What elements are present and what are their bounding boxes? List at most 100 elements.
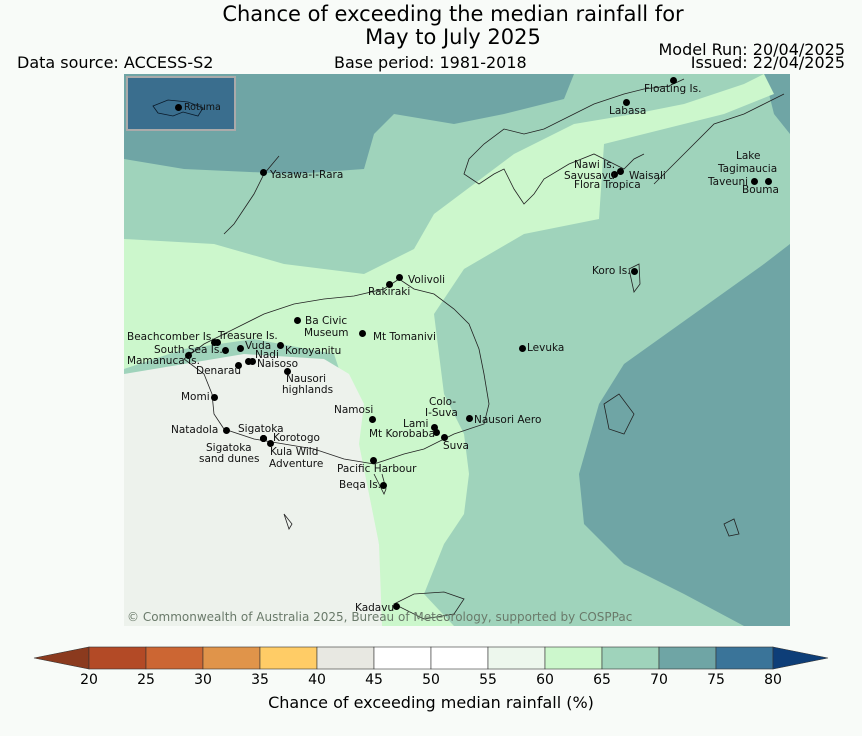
place-marker xyxy=(623,99,630,106)
colorbar-tick-label: 30 xyxy=(194,672,212,688)
place-label: Floating Is. xyxy=(644,83,702,95)
place-label: Yasawa-I-Rara xyxy=(270,169,344,181)
colorbar-high-extend xyxy=(772,646,829,670)
place-label: Ba Civic xyxy=(305,315,348,327)
place-marker xyxy=(237,345,244,352)
place-marker xyxy=(222,347,229,354)
place-marker xyxy=(751,178,758,185)
place-label: Nausori xyxy=(286,373,327,385)
place-label: Sigatoka xyxy=(206,442,252,454)
colorbar-tick-label: 70 xyxy=(650,672,668,688)
place-label: Savusavu xyxy=(564,170,615,182)
place-marker xyxy=(393,603,400,610)
colorbar-segment xyxy=(544,646,603,670)
place-label: Momi xyxy=(181,391,210,403)
place-label: Nausori Aero xyxy=(474,414,542,426)
place-label: Treasure Is. xyxy=(218,330,278,342)
place-label: Volivoli xyxy=(408,274,446,286)
copyright-notice: © Commonwealth of Australia 2025, Bureau… xyxy=(127,610,633,624)
colorbar-tick-label: 45 xyxy=(365,672,383,688)
place-label: I-Suva xyxy=(425,407,458,419)
place-marker xyxy=(431,424,438,431)
place-label: sand dunes xyxy=(199,453,260,465)
place-marker xyxy=(611,171,618,178)
place-marker xyxy=(386,281,393,288)
rainfall-map: Rotuma Floating Is. Labasa Yasawa-I-Rara Na… xyxy=(124,74,790,626)
map-title-line2: May to July 2025 xyxy=(365,25,541,49)
place-marker xyxy=(519,345,526,352)
place-label: Koro Is. xyxy=(592,265,631,277)
place-label: Beachcomber Is. xyxy=(127,331,215,343)
rotuma-island-icon xyxy=(152,99,204,117)
place-label: Lake xyxy=(736,150,761,162)
colorbar-segment xyxy=(487,646,546,670)
colorbar-segment xyxy=(715,646,774,670)
place-marker xyxy=(214,339,221,346)
place-label: Waisali xyxy=(629,170,666,182)
colorbar-label: Chance of exceeding median rainfall (%) xyxy=(268,693,594,712)
place-marker xyxy=(359,330,366,337)
place-label: Namosi xyxy=(334,404,374,416)
place-marker xyxy=(617,168,624,175)
place-marker xyxy=(260,169,267,176)
place-marker xyxy=(223,427,230,434)
place-label: Naisoso xyxy=(257,358,298,370)
colorbar-tick-label: 80 xyxy=(764,672,782,688)
place-label: Bouma xyxy=(742,184,779,196)
place-label: Kula Wild xyxy=(270,446,319,458)
place-label: Mt Tomanivi xyxy=(373,331,436,343)
colorbar-tick-label: 60 xyxy=(536,672,554,688)
map-title-line1: Chance of exceeding the median rainfall … xyxy=(222,2,684,26)
place-marker xyxy=(284,368,291,375)
place-label: Colo- xyxy=(429,396,457,408)
place-marker xyxy=(245,358,252,365)
colorbar-segment xyxy=(601,646,660,670)
colorbar-tick-label: 65 xyxy=(593,672,611,688)
place-marker xyxy=(277,342,284,349)
place-marker xyxy=(631,268,638,275)
place-label: Tagimaucia xyxy=(718,163,778,175)
place-label: Mamanuca Is. xyxy=(127,355,200,367)
issued-date: Issued: 22/04/2025 xyxy=(690,53,845,72)
place-label: Taveuni xyxy=(708,176,749,188)
place-label: Nawi Is. xyxy=(574,159,616,171)
colorbar-tick-label: 40 xyxy=(308,672,326,688)
colorbar-segment xyxy=(373,646,432,670)
place-marker xyxy=(370,457,377,464)
place-label: Nadi xyxy=(255,349,279,361)
colorbar-low-extend xyxy=(33,646,90,670)
place-label: Koroyanitu xyxy=(285,345,342,357)
model-run: Model Run: 20/04/2025 xyxy=(658,40,846,59)
place-label: Adventure xyxy=(269,458,324,470)
place-marker xyxy=(260,435,267,442)
place-marker xyxy=(670,77,677,84)
colorbar-segment xyxy=(658,646,717,670)
colorbar-tick-label: 55 xyxy=(479,672,497,688)
base-period: Base period: 1981-2018 xyxy=(334,53,527,72)
place-label: South Sea Is. xyxy=(154,344,223,356)
place-marker xyxy=(433,429,440,436)
colorbar-segment xyxy=(316,646,375,670)
place-label: Museum xyxy=(304,327,349,339)
place-label: Levuka xyxy=(527,342,565,354)
place-marker xyxy=(765,178,772,185)
place-label: Mt Korobaba xyxy=(369,428,436,440)
place-label: Beqa Is. xyxy=(339,479,382,491)
place-label: Lami xyxy=(403,418,429,430)
colorbar-segment xyxy=(88,646,147,670)
place-marker xyxy=(441,434,448,441)
colorbar-tick-label: 50 xyxy=(422,672,440,688)
rotuma-label: Rotuma xyxy=(184,102,221,113)
colorbar-tick-label: 20 xyxy=(80,672,98,688)
colorbar-segment xyxy=(145,646,204,670)
place-label: Labasa xyxy=(609,105,647,117)
place-marker xyxy=(267,440,274,447)
place-marker xyxy=(185,352,192,359)
place-marker xyxy=(294,317,301,324)
colorbar-segment xyxy=(259,646,318,670)
place-marker xyxy=(380,482,387,489)
rotuma-dot xyxy=(175,104,182,111)
place-marker xyxy=(235,362,242,369)
place-marker xyxy=(396,274,403,281)
place-marker xyxy=(466,415,473,422)
